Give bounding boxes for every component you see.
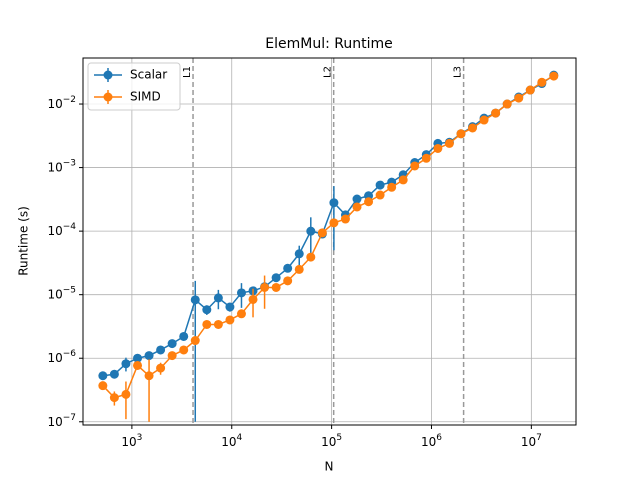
data-point	[421, 153, 431, 163]
series-line	[102, 75, 555, 399]
legend-label: Scalar	[130, 68, 167, 82]
y-tick-label: 10−5	[47, 285, 76, 301]
data-point	[98, 371, 108, 381]
data-point	[398, 175, 408, 185]
data-point	[468, 123, 478, 133]
data-point	[491, 108, 501, 118]
x-tick-label: 103	[121, 433, 142, 449]
data-point	[433, 143, 443, 153]
data-point	[340, 214, 350, 224]
data-point	[283, 263, 293, 273]
data-point	[317, 228, 327, 238]
data-point	[109, 393, 119, 403]
x-tick-label: 107	[521, 433, 542, 449]
data-point	[156, 345, 166, 355]
data-point	[179, 345, 189, 355]
data-point	[271, 282, 281, 292]
data-point	[167, 351, 177, 361]
data-point	[109, 369, 119, 379]
data-point	[294, 249, 304, 259]
data-point	[144, 351, 154, 361]
cache-label: L2	[323, 66, 334, 78]
data-point	[167, 339, 177, 349]
data-point	[213, 319, 223, 329]
data-point	[98, 381, 108, 391]
data-point	[179, 331, 189, 341]
data-point	[375, 180, 385, 190]
data-point	[294, 264, 304, 274]
x-axis-label: N	[325, 460, 334, 474]
data-point	[202, 305, 212, 315]
data-point	[387, 182, 397, 192]
chart-title: ElemMul: Runtime	[265, 36, 392, 52]
y-axis-label: Runtime (s)	[17, 206, 31, 276]
data-point	[537, 77, 547, 87]
data-point	[190, 295, 200, 305]
y-tick-label: 10−4	[47, 222, 76, 238]
data-point	[121, 389, 131, 399]
cache-label: L1	[182, 66, 193, 78]
data-point	[502, 99, 512, 109]
data-point	[329, 218, 339, 228]
data-point	[514, 93, 524, 103]
data-point	[236, 288, 246, 298]
data-point	[352, 202, 362, 212]
data-point	[456, 129, 466, 139]
data-point	[444, 138, 454, 148]
data-point	[306, 252, 316, 262]
plot-frame	[82, 57, 577, 426]
data-point	[479, 115, 489, 125]
data-point	[329, 198, 339, 208]
data-point	[190, 336, 200, 346]
series-line	[102, 74, 555, 377]
data-point	[144, 371, 154, 381]
data-point	[156, 363, 166, 373]
x-tick-label: 105	[321, 433, 342, 449]
y-tick-label: 10−2	[47, 95, 76, 111]
data-point	[549, 71, 559, 81]
x-tick-label: 106	[421, 433, 442, 449]
data-point	[306, 226, 316, 236]
data-point	[283, 276, 293, 286]
data-point	[133, 353, 143, 363]
data-point	[364, 197, 374, 207]
data-point	[271, 273, 281, 283]
data-point	[225, 315, 235, 325]
plot-area	[98, 70, 559, 422]
data-point	[410, 161, 420, 171]
data-point	[525, 85, 535, 95]
data-point	[260, 282, 270, 292]
data-point	[248, 294, 258, 304]
data-point	[202, 319, 212, 329]
data-point	[121, 359, 131, 369]
y-tick-label: 10−7	[47, 412, 76, 428]
y-tick-label: 10−3	[47, 158, 76, 174]
y-tick-label: 10−6	[47, 349, 76, 365]
data-point	[213, 293, 223, 303]
data-point	[133, 360, 143, 370]
data-point	[352, 194, 362, 204]
data-point	[236, 309, 246, 319]
legend-marker	[103, 70, 113, 80]
cache-label: L3	[453, 66, 464, 78]
legend-marker	[103, 92, 113, 102]
x-tick-label: 104	[221, 433, 242, 449]
data-point	[225, 302, 235, 312]
legend-label: SIMD	[130, 90, 161, 104]
data-point	[375, 190, 385, 200]
